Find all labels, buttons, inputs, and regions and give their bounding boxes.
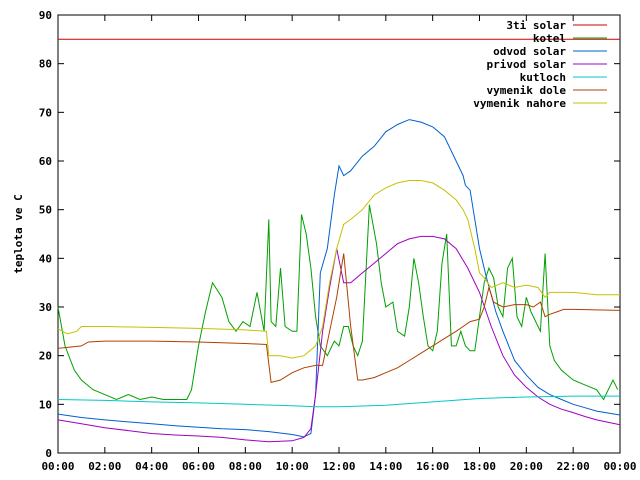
y-axis: 0 10 20 30 40 50 60 70 80 90 xyxy=(39,9,620,460)
y-tick-label: 10 xyxy=(39,398,52,411)
series-layer xyxy=(57,38,621,443)
legend-label: vymenik nahore xyxy=(473,97,566,110)
x-tick-label: 00:00 xyxy=(603,460,636,473)
x-tick-label: 10:00 xyxy=(276,460,309,473)
legend-label: odvod solar xyxy=(493,45,566,58)
series-line-vymenik-nahore xyxy=(57,180,620,359)
y-tick-label: 30 xyxy=(39,301,52,314)
series-line-privod-solar xyxy=(57,235,621,443)
x-tick-label: 02:00 xyxy=(88,460,121,473)
series-line-kotel xyxy=(57,204,619,401)
x-tick-label: 16:00 xyxy=(416,460,449,473)
series-line-kutloch xyxy=(57,395,620,408)
series-line-odvod-solar xyxy=(57,119,621,438)
legend-label: vymenik dole xyxy=(487,84,567,97)
legend-label: 3ti solar xyxy=(506,19,566,32)
y-tick-label: 80 xyxy=(39,58,52,71)
x-axis: 00:00 02:00 04:00 06:00 08:00 10:00 12:00 14:00… xyxy=(41,15,637,473)
x-tick-label: 12:00 xyxy=(322,460,355,473)
y-axis-label: teplota ve C xyxy=(12,194,25,273)
x-tick-label: 14:00 xyxy=(369,460,402,473)
x-tick-label: 06:00 xyxy=(182,460,215,473)
legend-label: kutloch xyxy=(520,71,566,84)
y-tick-label: 20 xyxy=(39,350,52,363)
y-tick-label: 90 xyxy=(39,9,52,22)
x-tick-label: 18:00 xyxy=(463,460,496,473)
y-tick-label: 70 xyxy=(39,106,52,119)
y-tick-label: 60 xyxy=(39,155,52,168)
y-tick-label: 40 xyxy=(39,252,52,265)
y-tick-label: 0 xyxy=(45,447,52,460)
series-line-vymenik-dole xyxy=(57,253,621,384)
x-tick-label: 08:00 xyxy=(229,460,262,473)
x-tick-label: 22:00 xyxy=(557,460,590,473)
x-tick-label: 00:00 xyxy=(41,460,74,473)
legend-label: privod solar xyxy=(487,58,567,71)
x-tick-label: 20:00 xyxy=(510,460,543,473)
legend-label: kotel xyxy=(533,32,566,45)
y-tick-label: 50 xyxy=(39,204,52,217)
x-tick-label: 04:00 xyxy=(135,460,168,473)
